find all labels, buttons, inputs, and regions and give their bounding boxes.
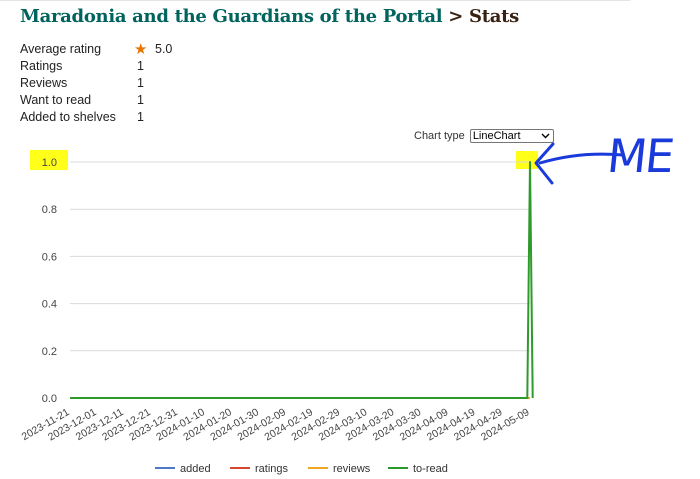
book-title-link[interactable]: Maradonia and the Guardians of the Porta…: [20, 6, 443, 27]
breadcrumb-separator: >: [448, 6, 464, 27]
top-divider: [0, 0, 630, 1]
annotation-text: ME: [605, 129, 675, 183]
stat-label: Ratings: [20, 59, 63, 73]
star-icon: ★: [134, 41, 148, 58]
chart-type-control: Chart type LineChart: [414, 129, 554, 143]
legend-label: to-read: [413, 463, 448, 475]
y-tick-label: 0.0: [42, 393, 57, 405]
stat-value: 1: [137, 110, 144, 124]
annotation-arrow: [538, 152, 625, 165]
legend-label: added: [180, 463, 211, 475]
series-line-to-read: [70, 161, 534, 399]
stat-value: 1: [137, 93, 144, 107]
stat-label: Average rating: [20, 42, 102, 56]
chart-type-selected: LineChart: [472, 130, 521, 142]
chart-type-select[interactable]: LineChart: [469, 129, 554, 143]
y-tick-label: 0.4: [42, 299, 57, 311]
annotation-arrowhead: [534, 142, 555, 185]
highlight-marker: [30, 150, 68, 170]
stat-value: 1: [137, 76, 144, 90]
y-tick-label: 0.8: [42, 204, 57, 216]
y-tick-label: 0.2: [42, 346, 57, 358]
chart-type-label: Chart type: [414, 130, 465, 142]
page-title: Maradonia and the Guardians of the Porta…: [20, 6, 519, 27]
stat-label: Added to shelves: [20, 110, 116, 124]
legend-label: reviews: [333, 463, 371, 475]
stat-value: 5.0: [155, 42, 173, 56]
chevron-down-icon: [541, 133, 550, 139]
stat-label: Want to read: [20, 93, 92, 107]
stat-label: Reviews: [20, 76, 68, 90]
section-title: Stats: [469, 6, 519, 27]
y-tick-label: 1.0: [42, 157, 57, 169]
y-tick-label: 0.6: [42, 251, 57, 263]
legend-label: ratings: [255, 463, 289, 475]
stat-value: 1: [137, 59, 144, 73]
highlight-marker: [516, 151, 538, 169]
